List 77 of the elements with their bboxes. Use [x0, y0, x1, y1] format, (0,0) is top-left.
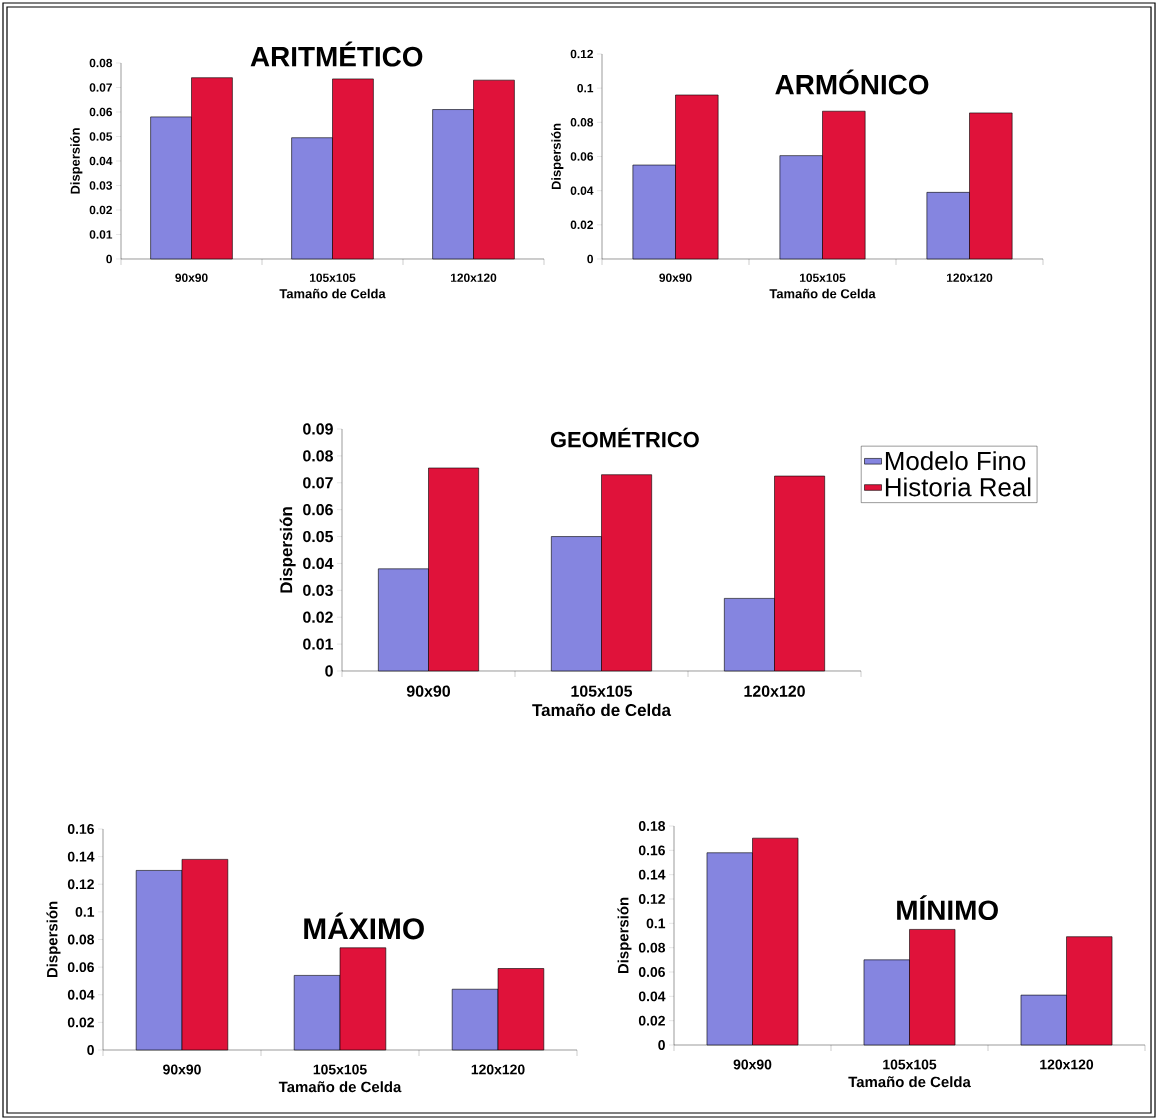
y-tick-label: 0.04 — [638, 991, 666, 1002]
y-tick-label: 0.08 — [89, 58, 113, 68]
y-tick-label: 0 — [325, 665, 333, 677]
y-tick-label: 0.06 — [570, 152, 594, 161]
y-tick-label: 0.02 — [570, 220, 594, 230]
y-tick-label: 0.18 — [638, 821, 666, 831]
y-axis-title: Dispersión — [617, 897, 632, 974]
y-tick-label: 0.06 — [89, 107, 113, 117]
y-tick-label: 0.02 — [89, 205, 112, 215]
y-axis-title: Dispersión — [46, 901, 61, 978]
text: MÁXIMO — [304, 912, 424, 940]
text: ARMÓNICO — [775, 69, 929, 95]
y-axis-title: Dispersión — [279, 507, 296, 593]
x-tick-label: 90x90 — [733, 1059, 772, 1070]
y-tick-label: 0.1 — [646, 918, 666, 929]
text: MÍNIMO — [897, 895, 998, 921]
x-axis-title: Tamaño de Celda — [769, 288, 876, 299]
y-tick-label: 0.01 — [89, 230, 113, 239]
y-tick-label: 0.04 — [570, 186, 594, 195]
y-tick-label: 0.12 — [638, 894, 665, 904]
x-axis-title: Tamaño de Celda — [279, 288, 386, 299]
x-tick-label: 90x90 — [406, 685, 450, 697]
y-tick-label: 0.08 — [67, 934, 95, 945]
y-tick-label: 0.07 — [89, 83, 112, 92]
x-tick-label: 120x120 — [1040, 1059, 1094, 1070]
y-tick-label: 0.06 — [638, 967, 665, 977]
x-tick-label: 120x120 — [744, 685, 805, 697]
y-tick-label: 0.07 — [303, 477, 333, 489]
y-tick-label: 0.16 — [67, 824, 94, 834]
y-tick-label: 0.04 — [303, 557, 334, 570]
y-tick-label: 0.05 — [89, 132, 113, 141]
x-tick-label: 105x105 — [309, 273, 356, 282]
y-tick-label: 0.06 — [303, 504, 333, 516]
y-tick-label: 0.04 — [89, 156, 113, 166]
legend-label: Modelo Fino — [885, 451, 1026, 471]
legend-label: Historia Real — [885, 477, 1031, 497]
x-tick-label: 120x120 — [471, 1064, 525, 1075]
x-tick-label: 120x120 — [450, 273, 497, 282]
x-tick-label: 120x120 — [946, 273, 993, 282]
y-axis-title: Dispersión — [70, 128, 83, 194]
x-axis-title: Tamaño de Celda — [848, 1076, 971, 1088]
y-tick-label: 0.05 — [303, 530, 334, 543]
y-tick-label: 0.12 — [67, 879, 94, 890]
chart-title: ARITMÉTICO — [250, 41, 423, 67]
y-tick-label: 0.03 — [89, 181, 113, 190]
x-axis-title: Tamaño de Celda — [278, 1081, 402, 1093]
y-tick-label: 0.08 — [303, 450, 333, 462]
x-tick-label: 90x90 — [175, 273, 208, 282]
y-tick-label: 0.14 — [67, 851, 95, 862]
y-tick-label: 0.03 — [303, 584, 333, 596]
y-tick-label: 0.02 — [67, 1017, 94, 1028]
y-tick-label: 0.04 — [67, 989, 95, 1000]
x-tick-label: 105x105 — [313, 1064, 367, 1075]
y-tick-label: 0.09 — [303, 423, 333, 435]
y-tick-label: 0.1 — [577, 83, 594, 93]
y-tick-label: 0.02 — [303, 611, 333, 623]
y-tick-label: 0 — [87, 1045, 94, 1055]
x-tick-label: 105x105 — [799, 273, 846, 282]
y-tick-label: 0.1 — [75, 906, 95, 917]
y-tick-label: 0.06 — [67, 962, 94, 973]
y-tick-label: 0.02 — [638, 1015, 665, 1026]
chart-title: GEOMÉTRICO — [550, 427, 699, 448]
x-tick-label: 105x105 — [883, 1059, 937, 1070]
y-tick-label: 0.08 — [570, 118, 594, 127]
y-tick-label: 0.16 — [638, 845, 665, 856]
y-tick-label: 0.08 — [638, 942, 666, 953]
y-tick-label: 0.14 — [638, 869, 666, 880]
x-tick-label: 90x90 — [163, 1064, 201, 1075]
y-tick-label: 0 — [658, 1040, 665, 1050]
y-axis-title: Dispersión — [551, 123, 564, 190]
x-tick-label: 90x90 — [659, 273, 692, 282]
y-tick-label: 0 — [106, 254, 112, 264]
x-axis-title: Tamaño de Celda — [532, 703, 672, 717]
y-tick-label: 0.12 — [570, 49, 594, 59]
x-tick-label: 105x105 — [571, 685, 633, 697]
y-tick-label: 0.01 — [303, 638, 334, 650]
y-tick-label: 0 — [587, 254, 593, 264]
